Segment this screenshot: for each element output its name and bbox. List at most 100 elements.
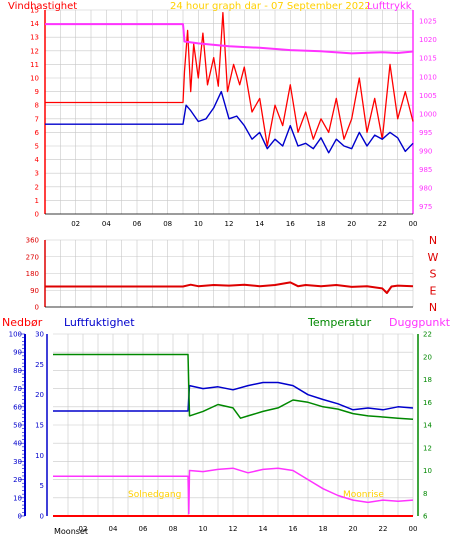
moonset-annotation: Moonset xyxy=(54,527,88,536)
temperature-tick-label: 12 xyxy=(423,444,432,452)
x-tick-label: 12 xyxy=(225,220,234,228)
rain-tick-label: 40 xyxy=(13,440,22,448)
rain-label: Nedbør xyxy=(2,316,43,329)
compass-label: W xyxy=(428,251,439,264)
temperature-tick-label: 22 xyxy=(423,331,432,339)
compass-label: N xyxy=(429,301,437,314)
compass-label: E xyxy=(430,284,437,297)
humidity-tick-label: 30 xyxy=(35,331,44,339)
humidity-tick-label: 15 xyxy=(35,422,44,430)
x-tick-label: 04 xyxy=(109,525,118,533)
compass-label: N xyxy=(429,234,437,247)
pressure-tick-label: 1005 xyxy=(419,92,437,100)
rain-tick-label: 0 xyxy=(18,513,22,521)
chart-title: 24 hour graph dar - 07 September 2022 xyxy=(170,1,371,12)
x-tick-label: 06 xyxy=(133,220,142,228)
temperature-tick-label: 18 xyxy=(423,376,432,384)
temperature-line xyxy=(53,353,414,421)
wind-tick-label: 6 xyxy=(35,129,40,137)
chart-series xyxy=(45,12,414,517)
x-tick-label: 00 xyxy=(409,220,418,228)
x-tick-label: 06 xyxy=(139,525,148,533)
wind-tick-label: 4 xyxy=(35,156,40,164)
wind-tick-label: 15 xyxy=(30,7,39,15)
wind-tick-label: 0 xyxy=(35,211,39,219)
humidity-tick-label: 10 xyxy=(35,452,44,460)
sunset-annotation: Solnedgang xyxy=(128,490,182,500)
rain-tick-label: 70 xyxy=(13,385,22,393)
pressure-tick-label: 1015 xyxy=(419,55,437,63)
x-tick-label: 20 xyxy=(347,220,356,228)
compass-label: S xyxy=(430,268,437,281)
pressure-tick-label: 975 xyxy=(419,203,432,211)
direction-tick-label: 0 xyxy=(35,304,39,312)
wind-tick-label: 9 xyxy=(35,88,39,96)
direction-tick-label: 180 xyxy=(26,270,39,278)
humidity-line xyxy=(53,381,414,412)
pressure-label: Lufttrykk xyxy=(367,1,412,12)
dewpoint-line xyxy=(53,467,414,515)
wind-tick-label: 10 xyxy=(30,75,39,83)
chart-grids xyxy=(45,9,414,517)
rain-tick-label: 30 xyxy=(13,458,22,466)
wind-tick-label: 14 xyxy=(30,20,39,28)
x-tick-label: 18 xyxy=(317,220,326,228)
humidity-tick-label: 20 xyxy=(35,391,44,399)
rain-tick-label: 10 xyxy=(13,494,22,502)
wind-direction-line xyxy=(45,281,414,294)
pressure-tick-label: 1025 xyxy=(419,18,437,26)
wind-tick-label: 2 xyxy=(35,183,39,191)
rain-tick-label: 80 xyxy=(13,367,22,375)
x-tick-label: 12 xyxy=(229,525,238,533)
x-tick-label: 10 xyxy=(194,220,203,228)
wind-speed-label: Vindhastighet xyxy=(8,1,78,12)
rain-tick-label: 100 xyxy=(9,331,22,339)
temperature-tick-label: 20 xyxy=(423,353,432,361)
x-tick-label: 08 xyxy=(163,220,172,228)
x-tick-label: 22 xyxy=(379,525,388,533)
wind-gust-line xyxy=(45,12,414,147)
temperature-tick-label: 8 xyxy=(423,490,427,498)
rain-tick-label: 20 xyxy=(13,476,22,484)
pressure-tick-label: 990 xyxy=(419,147,432,155)
x-tick-label: 02 xyxy=(79,525,88,533)
rain-tick-label: 60 xyxy=(13,403,22,411)
direction-tick-label: 360 xyxy=(26,237,39,245)
wind-tick-label: 3 xyxy=(35,170,39,178)
x-tick-label: 20 xyxy=(349,525,358,533)
chart-tick-labels: 0123456789101112131415975980985990995100… xyxy=(9,7,439,534)
pressure-tick-label: 1010 xyxy=(419,73,437,81)
wind-tick-label: 5 xyxy=(35,143,39,151)
x-tick-label: 08 xyxy=(169,525,178,533)
wind-tick-label: 7 xyxy=(35,115,39,123)
pressure-tick-label: 1020 xyxy=(419,36,437,44)
pressure-tick-label: 985 xyxy=(419,166,432,174)
pressure-tick-label: 995 xyxy=(419,129,432,137)
x-tick-label: 16 xyxy=(289,525,298,533)
wind-tick-label: 1 xyxy=(35,197,39,205)
rain-tick-label: 90 xyxy=(13,349,22,357)
temperature-tick-label: 14 xyxy=(423,422,432,430)
x-tick-label: 10 xyxy=(199,525,208,533)
x-tick-label: 04 xyxy=(102,220,111,228)
temperature-label: Temperatur xyxy=(308,316,372,329)
wind-tick-label: 11 xyxy=(30,61,39,69)
direction-tick-label: 270 xyxy=(26,253,39,261)
x-tick-label: 00 xyxy=(409,525,418,533)
temperature-tick-label: 6 xyxy=(423,513,428,521)
humidity-label: Luftfuktighet xyxy=(64,316,135,329)
temperature-tick-label: 10 xyxy=(423,467,432,475)
pressure-line xyxy=(45,23,414,55)
wind-tick-label: 8 xyxy=(35,102,39,110)
rain-tick-label: 50 xyxy=(13,422,22,430)
wind-average-line xyxy=(45,90,414,154)
pressure-tick-label: 980 xyxy=(419,185,432,193)
x-tick-label: 18 xyxy=(319,525,328,533)
x-tick-label: 14 xyxy=(259,525,268,533)
x-tick-label: 16 xyxy=(286,220,295,228)
humidity-tick-label: 25 xyxy=(35,361,44,369)
humidity-tick-label: 5 xyxy=(40,482,44,490)
dewpoint-label: Duggpunkt xyxy=(389,316,451,329)
humidity-tick-label: 0 xyxy=(40,513,44,521)
wind-tick-label: 13 xyxy=(30,34,39,42)
